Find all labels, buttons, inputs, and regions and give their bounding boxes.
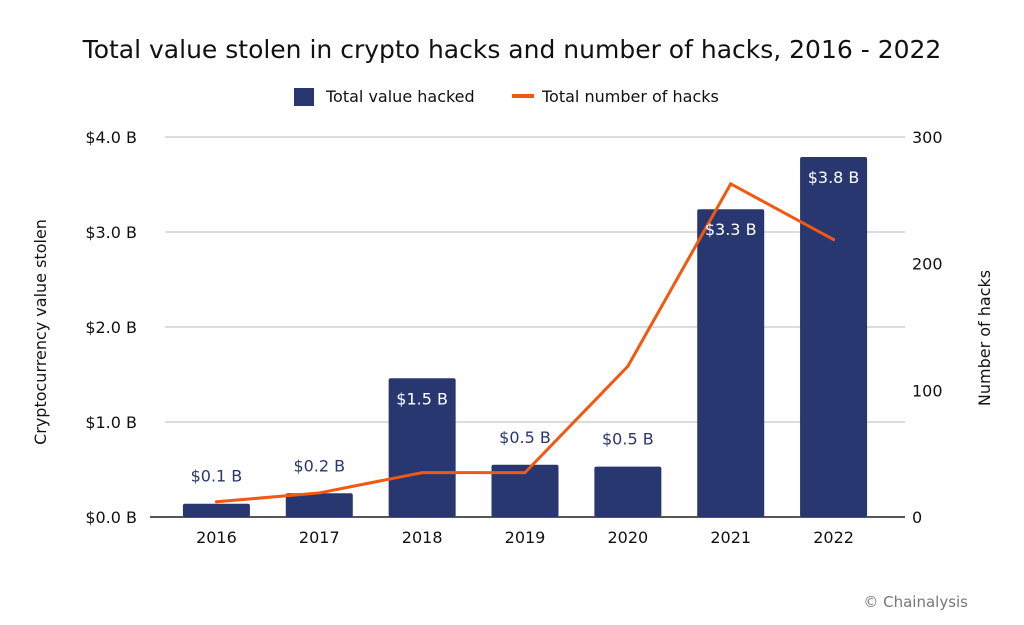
bar-2017 bbox=[285, 493, 353, 517]
y-right-tick-label: 300 bbox=[912, 128, 943, 147]
line-point-2019 bbox=[523, 471, 527, 475]
bar-data-label: $3.3 B bbox=[705, 220, 757, 239]
bar-2019 bbox=[491, 464, 559, 517]
legend-label-bar: Total value hacked bbox=[325, 87, 475, 106]
x-tick-label: 2022 bbox=[813, 528, 854, 547]
bar-2022 bbox=[800, 156, 868, 517]
y-right-tick-label: 100 bbox=[912, 381, 943, 400]
source-credit: © Chainalysis bbox=[863, 593, 968, 611]
legend-swatch-bar bbox=[294, 88, 314, 106]
y-left-tick-label: $2.0 B bbox=[85, 318, 137, 337]
bar-2020 bbox=[594, 466, 662, 517]
x-tick-label: 2018 bbox=[402, 528, 443, 547]
bar-2021 bbox=[697, 209, 765, 517]
bar-data-label: $3.8 B bbox=[808, 168, 860, 187]
y-left-tick-label: $4.0 B bbox=[85, 128, 137, 147]
line-point-2020 bbox=[626, 364, 630, 368]
x-tick-label: 2017 bbox=[299, 528, 340, 547]
y-axis-right-label: Number of hacks bbox=[975, 270, 994, 406]
line-point-2018 bbox=[420, 471, 424, 475]
y-right-tick-label: 200 bbox=[912, 255, 943, 274]
bar-data-label: $0.2 B bbox=[293, 456, 345, 475]
y-axis-left-label: Cryptocurrency value stolen bbox=[31, 219, 50, 445]
y-left-tick-label: $1.0 B bbox=[85, 413, 137, 432]
line-point-2021 bbox=[729, 182, 733, 186]
bar-data-label: $1.5 B bbox=[396, 389, 448, 408]
bar-data-label: $0.5 B bbox=[602, 430, 654, 449]
legend: Total value hacked Total number of hacks bbox=[294, 87, 719, 106]
bar-2016 bbox=[182, 503, 250, 517]
line-point-2016 bbox=[214, 500, 218, 504]
line-point-2022 bbox=[832, 238, 836, 242]
y-left-tick-label: $3.0 B bbox=[85, 223, 137, 242]
legend-swatch-line bbox=[512, 94, 534, 98]
y-right-tick-label: 0 bbox=[912, 508, 922, 527]
line-point-2017 bbox=[317, 491, 321, 495]
bar-data-label: $0.1 B bbox=[191, 467, 243, 486]
x-tick-label: 2019 bbox=[505, 528, 546, 547]
x-tick-label: 2021 bbox=[710, 528, 751, 547]
y-left-tick-label: $0.0 B bbox=[85, 508, 137, 527]
bar-data-label: $0.5 B bbox=[499, 428, 551, 447]
bar-2018 bbox=[388, 378, 456, 517]
x-tick-label: 2020 bbox=[607, 528, 648, 547]
x-tick-label: 2016 bbox=[196, 528, 237, 547]
chart-title: Total value stolen in crypto hacks and n… bbox=[82, 35, 942, 64]
legend-label-line: Total number of hacks bbox=[541, 87, 719, 106]
